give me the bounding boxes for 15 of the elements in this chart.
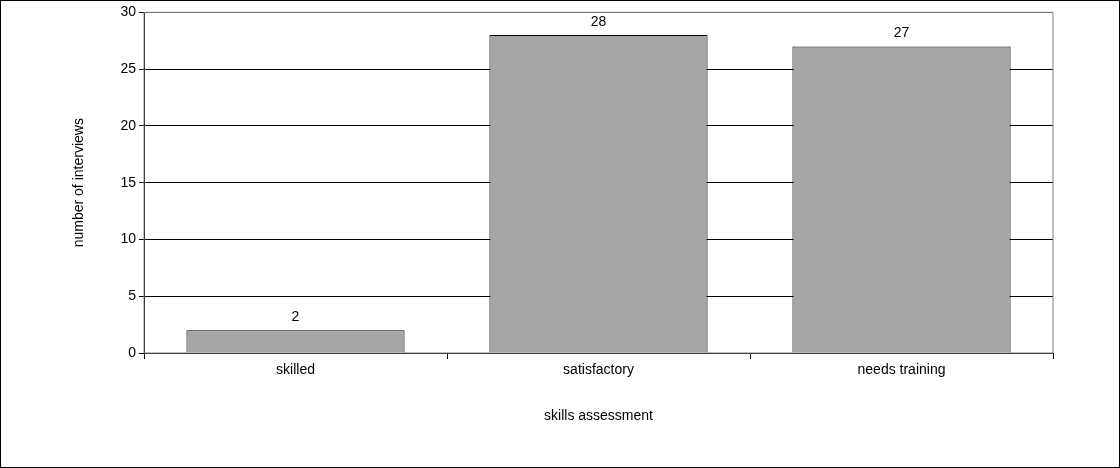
y-tick-label: 30: [120, 3, 137, 20]
y-tick-label: 10: [120, 230, 137, 247]
data-label: 27: [893, 24, 910, 41]
y-axis-title: number of interviews: [70, 118, 87, 248]
x-tick-label: satisfactory: [563, 361, 634, 378]
y-tick-label: 15: [120, 173, 137, 190]
x-axis-title: skills assessment: [544, 407, 654, 424]
data-label: 2: [291, 308, 300, 325]
x-tick-label: needs training: [857, 361, 946, 378]
y-tick-label: 0: [128, 343, 137, 360]
y-tick-label: 5: [128, 287, 137, 304]
y-tick-label: 20: [120, 116, 137, 133]
y-tick-label: 25: [120, 60, 137, 77]
data-label: 28: [590, 12, 607, 29]
x-tick-label: skilled: [276, 361, 315, 378]
